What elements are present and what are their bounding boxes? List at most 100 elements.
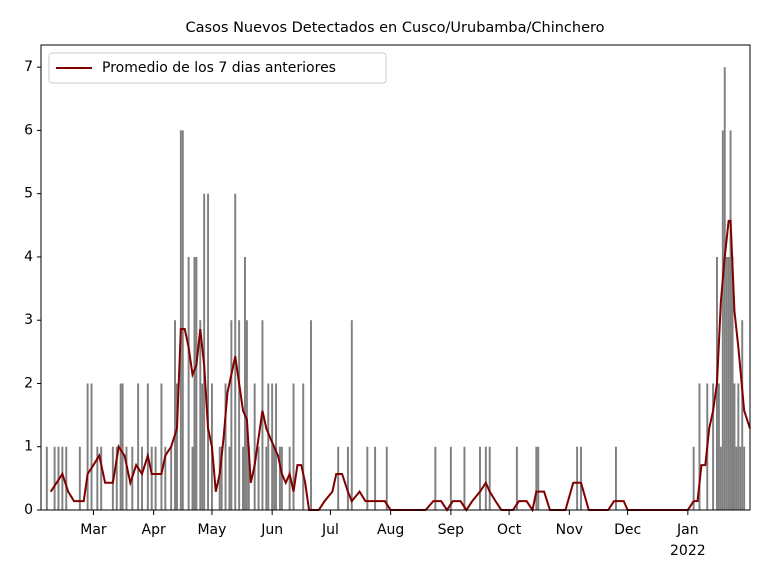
bar <box>257 446 260 510</box>
bar <box>125 446 128 510</box>
bar <box>735 446 738 510</box>
bar <box>385 446 388 510</box>
bar <box>253 383 256 510</box>
bar <box>230 320 233 510</box>
bar <box>187 256 190 510</box>
bar <box>154 446 157 510</box>
bar <box>698 383 701 510</box>
bar <box>535 446 538 510</box>
bar <box>484 446 487 510</box>
bar <box>731 256 734 510</box>
bar <box>350 320 353 510</box>
y-tick-label: 7 <box>24 59 33 75</box>
x-tick-label: Mar <box>80 522 107 538</box>
bar <box>247 446 250 510</box>
bar <box>576 446 579 510</box>
bar <box>191 446 194 510</box>
chart-title: Casos Nuevos Detectados en Cusco/Urubamb… <box>185 20 604 36</box>
legend: Promedio de los 7 dias anteriores <box>48 52 387 84</box>
bar <box>86 383 89 510</box>
x-tick-label: Oct <box>497 522 522 538</box>
bar <box>207 193 210 510</box>
bar <box>463 446 466 510</box>
bar <box>739 446 742 510</box>
x-tick-label: Jul <box>321 522 339 538</box>
x-tick-label: Apr <box>142 522 166 538</box>
bar <box>195 256 198 510</box>
bar <box>692 446 695 510</box>
bar <box>366 446 369 510</box>
bar <box>727 256 730 510</box>
bar <box>737 383 740 510</box>
bar <box>181 130 184 511</box>
bar <box>723 67 726 511</box>
bar <box>61 446 64 510</box>
bar <box>741 320 744 510</box>
bar <box>614 446 617 510</box>
bar <box>337 446 340 510</box>
bar <box>90 383 93 510</box>
bar <box>717 383 720 510</box>
bar <box>721 130 724 511</box>
legend-label: Promedio de los 7 dias anteriores <box>102 60 336 76</box>
bar <box>515 446 518 510</box>
bar <box>45 446 48 510</box>
bar <box>580 446 582 510</box>
bar <box>170 446 173 510</box>
bar <box>220 446 223 510</box>
legend-box <box>48 52 387 84</box>
y-tick-label: 1 <box>24 439 33 455</box>
bar <box>271 383 274 510</box>
bar <box>146 383 149 510</box>
plot-frame <box>40 44 751 511</box>
bar <box>78 446 81 510</box>
bar <box>203 193 206 510</box>
bar <box>53 446 56 510</box>
bar <box>119 383 122 510</box>
bar <box>712 383 715 510</box>
bar <box>234 193 237 510</box>
bar <box>719 446 722 510</box>
y-tick-label: 0 <box>24 502 33 518</box>
bar <box>201 383 204 510</box>
bar <box>160 383 163 510</box>
bar <box>267 383 270 510</box>
bar <box>137 383 140 510</box>
bar <box>96 446 99 510</box>
bar <box>100 446 103 510</box>
bar <box>121 383 124 510</box>
bar <box>228 446 231 510</box>
x-tick-label: Nov <box>556 522 583 538</box>
x-tick-label: May <box>197 522 226 538</box>
bar <box>488 446 491 510</box>
bar <box>174 320 177 510</box>
bar <box>743 446 746 510</box>
bar <box>310 320 312 510</box>
bar <box>176 383 178 510</box>
x-year-label: 2022 <box>670 543 706 559</box>
bar <box>242 446 244 510</box>
bar <box>245 320 248 510</box>
bar <box>479 446 481 510</box>
bar <box>374 446 377 510</box>
bar <box>725 256 728 510</box>
bar <box>275 383 278 510</box>
y-tick-label: 5 <box>24 186 33 202</box>
bar <box>243 256 246 510</box>
x-tick-label: Sep <box>438 522 465 538</box>
bar <box>733 383 736 510</box>
bar <box>141 446 143 510</box>
bar <box>265 446 268 510</box>
bar <box>434 446 437 510</box>
bar <box>302 383 305 510</box>
y-tick-label: 2 <box>24 375 33 391</box>
bar <box>537 446 540 510</box>
bar <box>115 446 118 510</box>
bar <box>238 320 241 510</box>
bar <box>449 446 452 510</box>
bar <box>273 446 276 510</box>
bar <box>280 446 283 510</box>
bar <box>193 256 196 510</box>
bar <box>179 130 182 511</box>
